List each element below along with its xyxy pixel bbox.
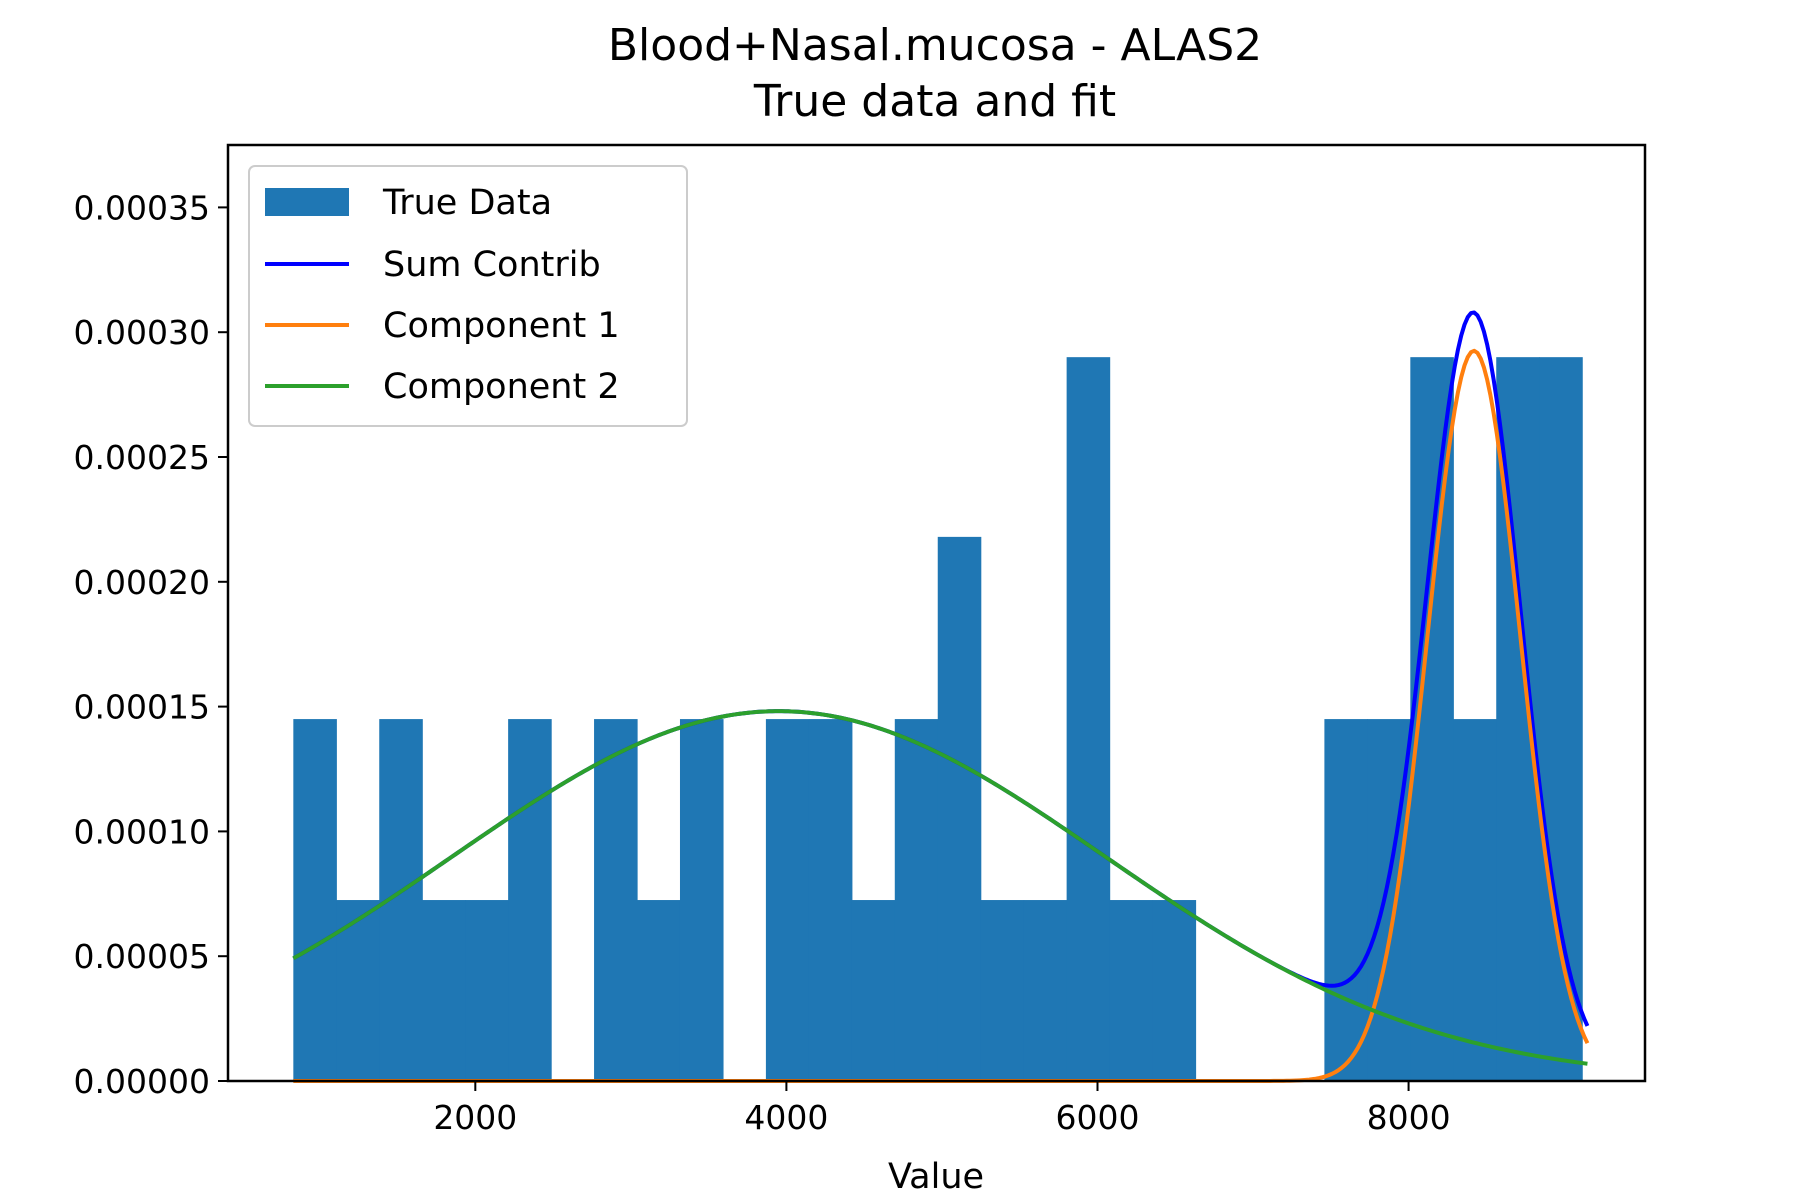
legend-label-true-data: True Data bbox=[382, 183, 552, 223]
component-2-line bbox=[292, 709, 1588, 1066]
histogram-bar bbox=[465, 900, 509, 1081]
plot-frame bbox=[226, 143, 1647, 1083]
y-tick-label: 0.00020 bbox=[74, 563, 210, 602]
x-tick-label: 8000 bbox=[1367, 1098, 1451, 1137]
histogram-bar bbox=[508, 719, 552, 1081]
x-tick-label: 4000 bbox=[744, 1098, 828, 1137]
histogram-bar bbox=[1109, 900, 1154, 1081]
histogram-bar bbox=[765, 719, 810, 1081]
x-tick-label: 2000 bbox=[433, 1098, 517, 1137]
y-tick-label: 0.00000 bbox=[74, 1062, 210, 1101]
histogram-bar bbox=[679, 719, 724, 1081]
y-tick-label: 0.00025 bbox=[74, 438, 210, 477]
histogram-bar bbox=[1539, 357, 1583, 1081]
histogram-bar bbox=[894, 719, 939, 1081]
y-tick-label: 0.00005 bbox=[74, 937, 210, 976]
histogram-bar bbox=[937, 536, 982, 1081]
legend-label-sum-contrib: Sum Contrib bbox=[383, 245, 601, 285]
histogram-bar bbox=[980, 900, 1025, 1081]
y-tick-label: 0.00010 bbox=[74, 812, 210, 851]
y-tick-label: 0.00030 bbox=[74, 313, 210, 352]
histogram-bar bbox=[1324, 719, 1368, 1081]
histogram-bar bbox=[637, 900, 681, 1081]
legend-swatch-true-data bbox=[265, 188, 349, 216]
histogram-bar bbox=[594, 719, 638, 1081]
histogram-bar bbox=[1023, 900, 1068, 1081]
x-axis-ticks: 2000 4000 6000 8000 bbox=[433, 1081, 1451, 1137]
legend-label-component-2: Component 2 bbox=[383, 367, 620, 407]
y-tick-label: 0.00015 bbox=[74, 688, 210, 727]
y-tick-label: 0.00035 bbox=[74, 188, 210, 227]
histogram-bar bbox=[851, 900, 896, 1081]
histogram-bar bbox=[293, 719, 337, 1081]
y-axis-ticks: 0.00000 0.00005 0.00010 0.00015 0.00020 0.000… bbox=[74, 188, 228, 1101]
histogram-bar bbox=[1152, 900, 1197, 1081]
legend-box bbox=[248, 165, 688, 427]
histogram-bar bbox=[1066, 357, 1111, 1081]
legend: True Data Sum Contrib Component 1 Compon… bbox=[248, 165, 688, 427]
histogram-bar bbox=[808, 719, 853, 1081]
chart-subtitle: True data and fit bbox=[753, 76, 1116, 127]
histogram-bar bbox=[1453, 719, 1497, 1081]
legend-label-component-1: Component 1 bbox=[383, 306, 620, 346]
histogram-bar bbox=[422, 900, 466, 1081]
x-tick-label: 6000 bbox=[1055, 1098, 1139, 1137]
histogram-bars bbox=[293, 357, 1583, 1081]
x-axis-label: Value bbox=[888, 1157, 984, 1197]
chart-title: Blood+Nasal.mucosa - ALAS2 bbox=[608, 20, 1262, 71]
